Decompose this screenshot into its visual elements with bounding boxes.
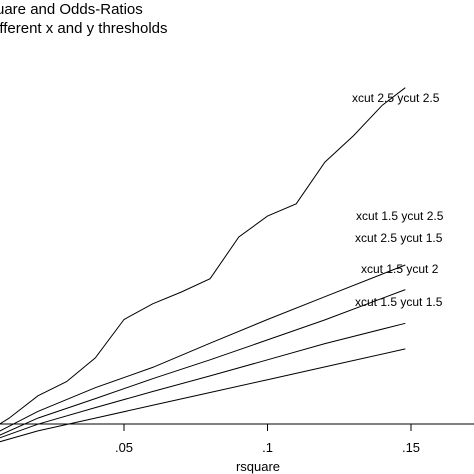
x-axis-label: rsquare [236,459,280,474]
x-tick-label-15: .15 [402,440,420,455]
title-line-2: ifferent x and y thresholds [0,20,168,37]
series-label-xcut-1-5-ycut-2: xcut 1.5 ycut 2 [361,262,439,276]
x-tick-labels: .05 .1 .15 [115,440,420,455]
series-labels: xcut 2.5 ycut 2.5 xcut 1.5 ycut 2.5 xcut… [352,91,444,309]
series-line-xcut-1-5-ycut-2-5 [0,264,406,432]
x-axis-ticks [123,424,412,431]
series-line-xcut-2-5-ycut-1-5 [0,289,406,436]
x-tick-label-05: .05 [115,440,133,455]
series-line-xcut-2-5-ycut-2-5 [0,87,406,425]
series-label-xcut-1-5-ycut-2-5: xcut 1.5 ycut 2.5 [356,209,444,223]
series-label-xcut-1-5-ycut-1-5: xcut 1.5 ycut 1.5 [355,295,443,309]
series-line-xcut-1-5-ycut-2 [0,322,406,439]
x-tick-label-1: .1 [262,440,273,455]
series-label-xcut-2-5-ycut-2-5: xcut 2.5 ycut 2.5 [352,91,440,105]
series-label-xcut-2-5-ycut-1-5: xcut 2.5 ycut 1.5 [355,231,443,245]
series-line-xcut-1-5-ycut-1-5 [0,348,406,443]
series-lines [0,87,406,443]
chart-title: uare and Odds-Ratios ifferent x and y th… [0,1,168,37]
title-line-1: uare and Odds-Ratios [0,1,143,18]
